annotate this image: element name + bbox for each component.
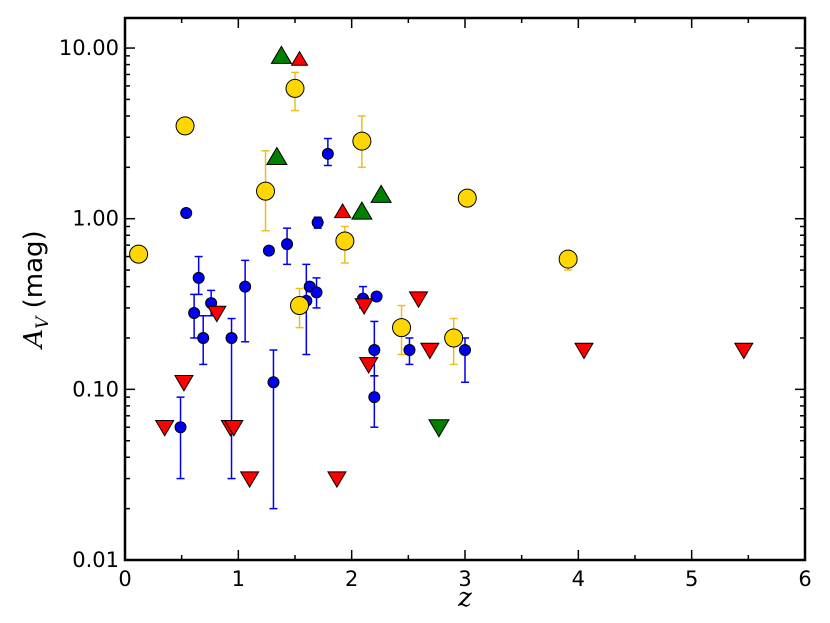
data-point-blue-circle xyxy=(174,421,187,434)
data-point-blue-circle xyxy=(403,344,416,357)
data-point-blue-circle xyxy=(180,206,193,219)
plot-frame xyxy=(123,16,807,562)
error-bars xyxy=(176,71,573,510)
data-point-yellow-circle xyxy=(457,188,477,208)
data-point-blue-circle xyxy=(262,244,275,257)
data-point-red-triangle-down xyxy=(419,342,440,360)
y-axis-title-variable: A xyxy=(19,329,49,350)
data-point-yellow-circle xyxy=(175,116,195,136)
data-point-blue-circle xyxy=(311,216,324,229)
data-point-green-triangle-up xyxy=(370,184,393,203)
x-tick-label: 6 xyxy=(798,567,811,591)
data-point-yellow-circle xyxy=(444,328,464,348)
data-point-blue-circle xyxy=(239,280,252,293)
data-point-red-triangle-up xyxy=(290,50,309,66)
data-point-green-triangle-up xyxy=(265,146,288,165)
data-point-blue-circle xyxy=(267,376,280,389)
data-point-blue-circle xyxy=(321,147,334,160)
y-tick-label: 0.01 xyxy=(72,548,119,572)
data-point-red-triangle-down xyxy=(408,291,429,309)
data-point-red-triangle-down xyxy=(206,305,227,323)
data-point-red-triangle-down xyxy=(154,419,175,437)
data-point-red-triangle-down xyxy=(223,419,244,437)
data-point-yellow-circle xyxy=(285,78,305,98)
y-tick-label: 10.00 xyxy=(59,36,119,60)
y-tick-label: 0.10 xyxy=(72,377,119,401)
y-axis-title-subscript: V xyxy=(33,315,53,329)
x-tick-label: 5 xyxy=(685,567,698,591)
data-point-red-triangle-down xyxy=(574,342,594,360)
data-point-blue-circle xyxy=(368,391,381,404)
data-point-yellow-circle xyxy=(335,231,355,251)
x-tick-label: 4 xyxy=(572,567,585,591)
data-point-yellow-circle xyxy=(290,295,310,315)
data-point-red-triangle-down xyxy=(327,471,347,489)
y-tick-label: 1.00 xyxy=(72,207,119,231)
data-point-blue-circle xyxy=(370,290,383,303)
x-tick-label: 2 xyxy=(345,567,358,591)
data-point-blue-circle xyxy=(459,344,471,357)
y-axis-title: AV (mag) xyxy=(19,230,53,349)
data-point-yellow-circle xyxy=(129,244,149,264)
svg-text:AV (mag): AV (mag) xyxy=(19,230,53,349)
y-axis-title-unit: (mag) xyxy=(19,230,49,316)
data-point-red-triangle-down xyxy=(174,375,194,392)
data-point-blue-circle xyxy=(368,344,381,357)
x-tick-label: 1 xyxy=(232,567,245,591)
data-point-green-triangle-down xyxy=(428,419,450,438)
data-point-green-triangle-up xyxy=(350,201,373,220)
data-point-green-triangle-up xyxy=(270,45,293,64)
data-point-red-triangle-up xyxy=(333,203,352,219)
data-point-yellow-circle xyxy=(256,181,276,201)
data-point-yellow-circle xyxy=(392,318,412,338)
data-point-blue-circle xyxy=(310,286,323,299)
data-points xyxy=(129,45,754,489)
data-point-blue-circle xyxy=(188,307,201,320)
x-axis-title: z xyxy=(457,583,472,613)
data-point-red-triangle-down xyxy=(354,298,375,316)
data-point-red-triangle-down xyxy=(239,471,260,489)
data-point-blue-circle xyxy=(281,238,294,251)
tick-labels: 0 1 2 3 4 5 6 0.01 0.10 1.00 10.00 xyxy=(59,36,812,591)
x-tick-label: 3 xyxy=(458,567,471,591)
data-point-red-triangle-down xyxy=(358,357,379,374)
data-point-blue-circle xyxy=(225,331,238,344)
data-point-red-triangle-down xyxy=(733,342,754,360)
data-point-yellow-circle xyxy=(352,131,372,151)
x-tick-label: 0 xyxy=(118,567,131,591)
data-point-blue-circle xyxy=(197,331,210,344)
axis-ticks xyxy=(124,18,806,561)
data-point-yellow-circle xyxy=(558,249,578,269)
data-point-blue-circle xyxy=(192,271,205,284)
